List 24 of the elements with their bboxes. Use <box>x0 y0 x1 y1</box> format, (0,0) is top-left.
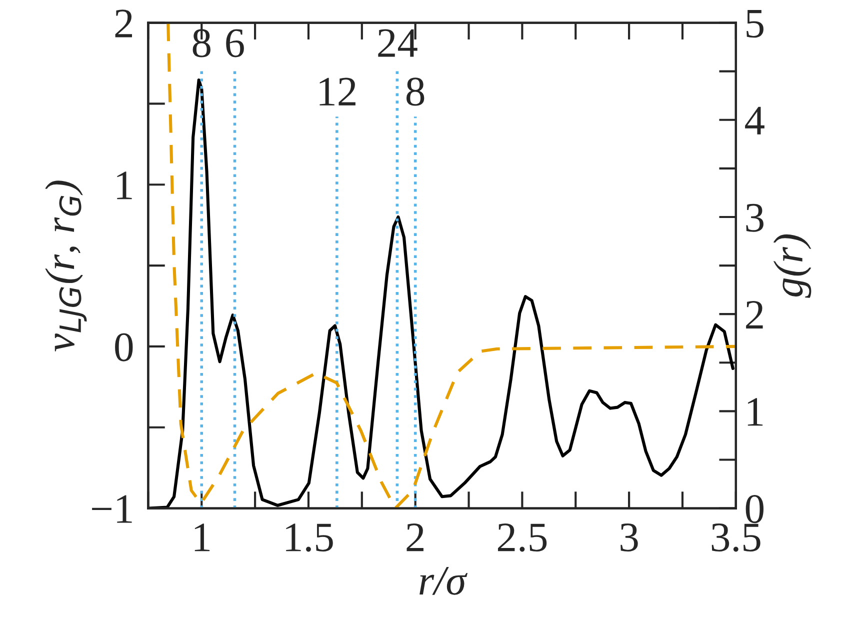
annotation: 6 <box>226 29 244 58</box>
x-tick-label: 1 <box>194 524 210 552</box>
x-tick-label: 3 <box>620 524 638 552</box>
y2-tick-label: 3 <box>746 204 764 232</box>
y-axis-title: v$_{LJG}$(r, r$_{G}$) <box>45 180 87 352</box>
y-tick-label: −1 <box>92 495 132 523</box>
y-tick-label: 2 <box>115 10 132 38</box>
y2-axis-title: g(r) <box>773 234 812 298</box>
x-axis-title: r/σ <box>420 566 468 595</box>
x-tick-label: 1.5 <box>286 524 333 552</box>
x-tick-label: 2 <box>406 524 424 552</box>
y-tick-label: 1 <box>117 172 132 200</box>
x-tick-label: 2.5 <box>498 524 547 552</box>
y2-tick-label: 1 <box>748 398 763 426</box>
y2-tick-label: 4 <box>745 106 764 134</box>
annotation: 8 <box>406 78 424 106</box>
x-tick-label: 3.5 <box>712 524 760 552</box>
y-tick-label: 0 <box>115 333 133 362</box>
annotation: 8 <box>192 29 210 58</box>
y2-tick-label: 2 <box>746 300 763 329</box>
annotation: 12 <box>320 78 356 106</box>
y2-tick-label: 5 <box>746 10 764 38</box>
y2-tick-label: 0 <box>746 495 764 524</box>
annotation: 24 <box>378 29 418 57</box>
